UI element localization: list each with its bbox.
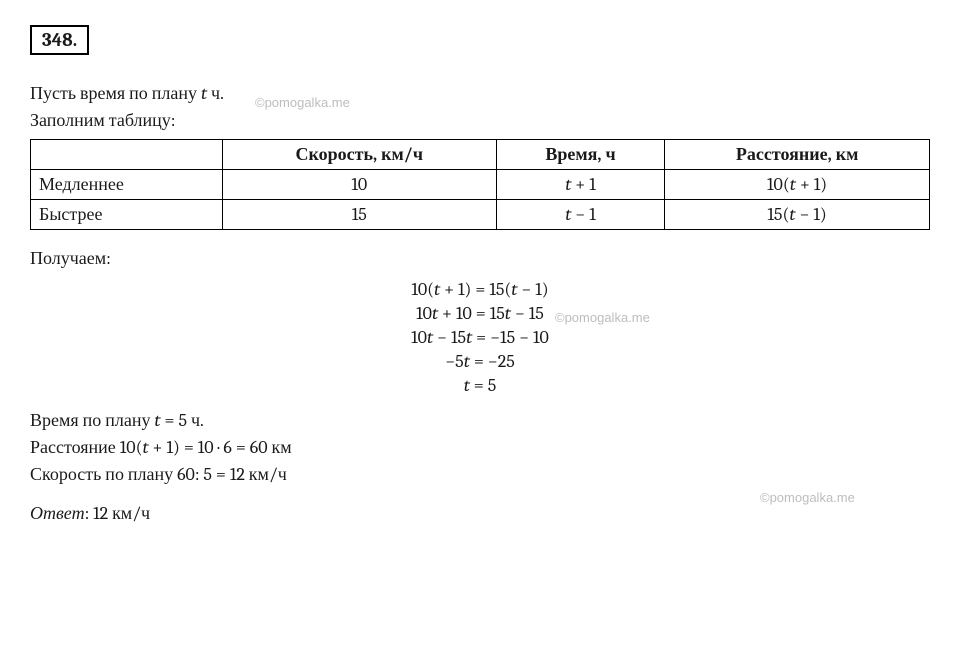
cell-speed: 10 <box>222 170 496 200</box>
col-speed: Скорость, км/ч <box>222 140 496 170</box>
data-table: Скорость, км/ч Время, ч Расстояние, км М… <box>30 139 930 230</box>
answer-label: Ответ <box>30 503 85 524</box>
col-distance: Расстояние, км <box>665 140 930 170</box>
fill-table-line: Заполним таблицу: <box>30 110 930 131</box>
equations-block: 10(t + 1) = 15(t − 1) 10t + 10 = 15t − 1… <box>30 279 930 396</box>
answer-line: Ответ: 12 км/ч <box>30 503 930 524</box>
equation-line: −5t = −25 <box>30 351 930 372</box>
post-line: Скорость по плану 60: 5 = 12 км/ч <box>30 464 930 485</box>
cell-speed: 15 <box>222 200 496 230</box>
row-label: Медленнее <box>31 170 223 200</box>
equation-line: t = 5 <box>30 375 930 396</box>
equation-line: 10(t + 1) = 15(t − 1) <box>30 279 930 300</box>
equation-line: 10t − 15t = −15 − 10 <box>30 327 930 348</box>
post-line: Время по плану t = 5 ч. <box>30 410 930 431</box>
cell-distance: 15(t − 1) <box>665 200 930 230</box>
col-time: Время, ч <box>496 140 664 170</box>
problem-number: 348. <box>30 25 89 55</box>
cell-time: t − 1 <box>496 200 664 230</box>
row-label: Быстрее <box>31 200 223 230</box>
cell-distance: 10(t + 1) <box>665 170 930 200</box>
post-line: Расстояние 10(t + 1) = 10 · 6 = 60 км <box>30 437 930 458</box>
result-label: Получаем: <box>30 248 930 269</box>
table-header-row: Скорость, км/ч Время, ч Расстояние, км <box>31 140 930 170</box>
table-row: Медленнее 10 t + 1 10(t + 1) <box>31 170 930 200</box>
table-row: Быстрее 15 t − 1 15(t − 1) <box>31 200 930 230</box>
cell-time: t + 1 <box>496 170 664 200</box>
equation-line: 10t + 10 = 15t − 15 <box>30 303 930 324</box>
intro-line: Пусть время по плану t ч. <box>30 83 930 104</box>
variable-t: t <box>201 83 207 104</box>
answer-value: : 12 км/ч <box>85 503 151 524</box>
col-empty <box>31 140 223 170</box>
